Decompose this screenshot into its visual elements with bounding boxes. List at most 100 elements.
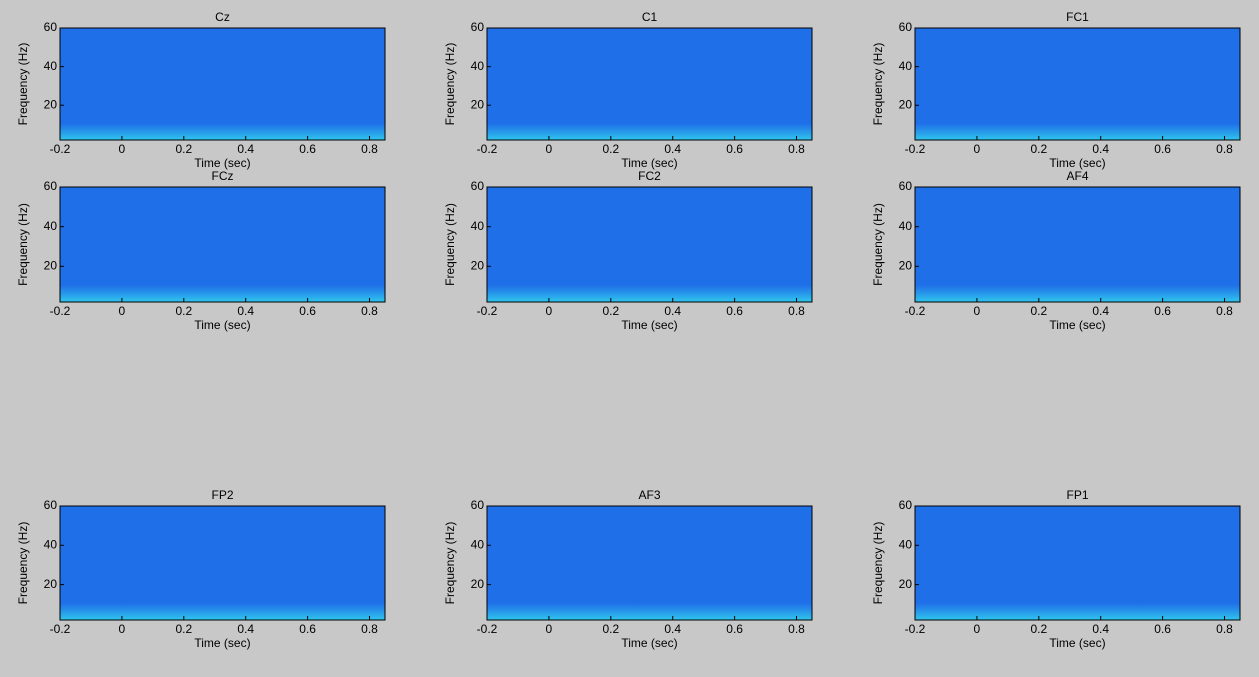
axes-title: FP1 (1066, 488, 1088, 502)
y-tick-label: 20 (471, 97, 485, 111)
axes-box (914, 27, 1241, 141)
x-tick-label: 0.2 (602, 304, 619, 318)
axes-box (486, 186, 813, 303)
y-tick-label: 40 (471, 59, 485, 73)
axes-title: FC2 (638, 169, 661, 183)
x-tick-label: 0 (974, 304, 981, 318)
y-tick-label: 40 (44, 59, 58, 73)
x-tick-label: -0.2 (477, 304, 498, 318)
x-axis-label: Time (sec) (621, 318, 677, 332)
x-tick-label: 0.6 (726, 622, 743, 636)
x-tick-label: -0.2 (50, 622, 71, 636)
axes-title: FP2 (211, 488, 233, 502)
x-tick-label: 0.4 (664, 304, 681, 318)
y-tick-label: 20 (44, 577, 58, 591)
y-tick-label: 20 (899, 577, 913, 591)
axes-title: AF3 (638, 488, 660, 502)
x-tick-label: 0.2 (1030, 304, 1047, 318)
y-axis-label: Frequency (Hz) (871, 43, 885, 126)
x-tick-label: 0 (119, 622, 126, 636)
x-tick-label: 0.8 (788, 304, 805, 318)
axes-box (914, 186, 1241, 303)
axes-box (486, 27, 813, 141)
x-tick-label: 0 (974, 622, 981, 636)
y-tick-label: 40 (899, 59, 913, 73)
x-axis-label: Time (sec) (621, 156, 677, 170)
x-tick-label: 0.4 (1092, 142, 1109, 156)
x-axis-label: Time (sec) (1049, 156, 1105, 170)
y-tick-label: 40 (899, 219, 913, 233)
x-tick-label: 0.8 (361, 304, 378, 318)
y-tick-label: 20 (899, 258, 913, 272)
axes-box (59, 505, 386, 621)
contour-band (915, 28, 1240, 140)
x-tick-label: -0.2 (50, 304, 71, 318)
x-tick-label: 0.6 (299, 304, 316, 318)
x-tick-label: 0.6 (1154, 622, 1171, 636)
y-tick-label: 20 (471, 577, 485, 591)
axes-box (914, 505, 1241, 621)
axes-title: AF4 (1066, 169, 1088, 183)
y-tick-label: 60 (899, 179, 913, 193)
x-tick-label: 0.2 (602, 622, 619, 636)
x-tick-label: 0.4 (237, 142, 254, 156)
x-tick-label: 0.4 (664, 142, 681, 156)
contour-band (60, 187, 385, 302)
x-tick-label: 0.8 (1216, 622, 1233, 636)
y-tick-label: 60 (44, 20, 58, 34)
x-axis-label: Time (sec) (194, 156, 250, 170)
y-axis-label: Frequency (Hz) (871, 203, 885, 286)
x-tick-label: 0.8 (1216, 304, 1233, 318)
x-tick-label: -0.2 (905, 304, 926, 318)
contour-band (487, 506, 812, 620)
y-tick-label: 40 (44, 219, 58, 233)
x-tick-label: 0.2 (175, 622, 192, 636)
axes-box (59, 27, 386, 141)
x-tick-label: 0.6 (299, 622, 316, 636)
y-axis-label: Frequency (Hz) (16, 203, 30, 286)
y-axis-label: Frequency (Hz) (443, 522, 457, 605)
x-tick-label: 0.8 (1216, 142, 1233, 156)
y-tick-label: 40 (471, 537, 485, 551)
x-axis-label: Time (sec) (621, 636, 677, 650)
y-tick-label: 60 (471, 20, 485, 34)
x-tick-label: 0.8 (361, 142, 378, 156)
x-axis-label: Time (sec) (1049, 636, 1105, 650)
x-tick-label: 0.6 (1154, 304, 1171, 318)
y-axis-label: Frequency (Hz) (871, 522, 885, 605)
x-tick-label: 0.4 (1092, 622, 1109, 636)
axes-title: Cz (215, 10, 230, 24)
x-tick-label: 0.6 (299, 142, 316, 156)
x-tick-label: 0.8 (361, 622, 378, 636)
axes-box (486, 505, 813, 621)
y-tick-label: 40 (899, 537, 913, 551)
y-tick-label: 40 (471, 219, 485, 233)
x-tick-label: 0.8 (788, 622, 805, 636)
x-axis-label: Time (sec) (194, 318, 250, 332)
x-tick-label: -0.2 (905, 622, 926, 636)
y-axis-label: Frequency (Hz) (443, 203, 457, 286)
y-tick-label: 20 (44, 97, 58, 111)
y-tick-label: 40 (44, 537, 58, 551)
x-tick-label: 0.4 (1092, 304, 1109, 318)
x-tick-label: 0 (119, 142, 126, 156)
x-tick-label: 0.4 (664, 622, 681, 636)
contour-band (60, 28, 385, 140)
x-tick-label: 0.2 (175, 142, 192, 156)
x-axis-label: Time (sec) (1049, 318, 1105, 332)
x-tick-label: -0.2 (477, 142, 498, 156)
axes-title: FCz (212, 169, 234, 183)
x-tick-label: 0.2 (1030, 142, 1047, 156)
x-tick-label: 0.2 (175, 304, 192, 318)
x-tick-label: 0 (546, 622, 553, 636)
x-tick-label: -0.2 (905, 142, 926, 156)
x-tick-label: -0.2 (50, 142, 71, 156)
x-axis-label: Time (sec) (194, 636, 250, 650)
x-tick-label: 0.8 (788, 142, 805, 156)
contour-band (487, 187, 812, 302)
y-tick-label: 20 (899, 97, 913, 111)
x-tick-label: 0 (546, 304, 553, 318)
y-axis-label: Frequency (Hz) (443, 43, 457, 126)
